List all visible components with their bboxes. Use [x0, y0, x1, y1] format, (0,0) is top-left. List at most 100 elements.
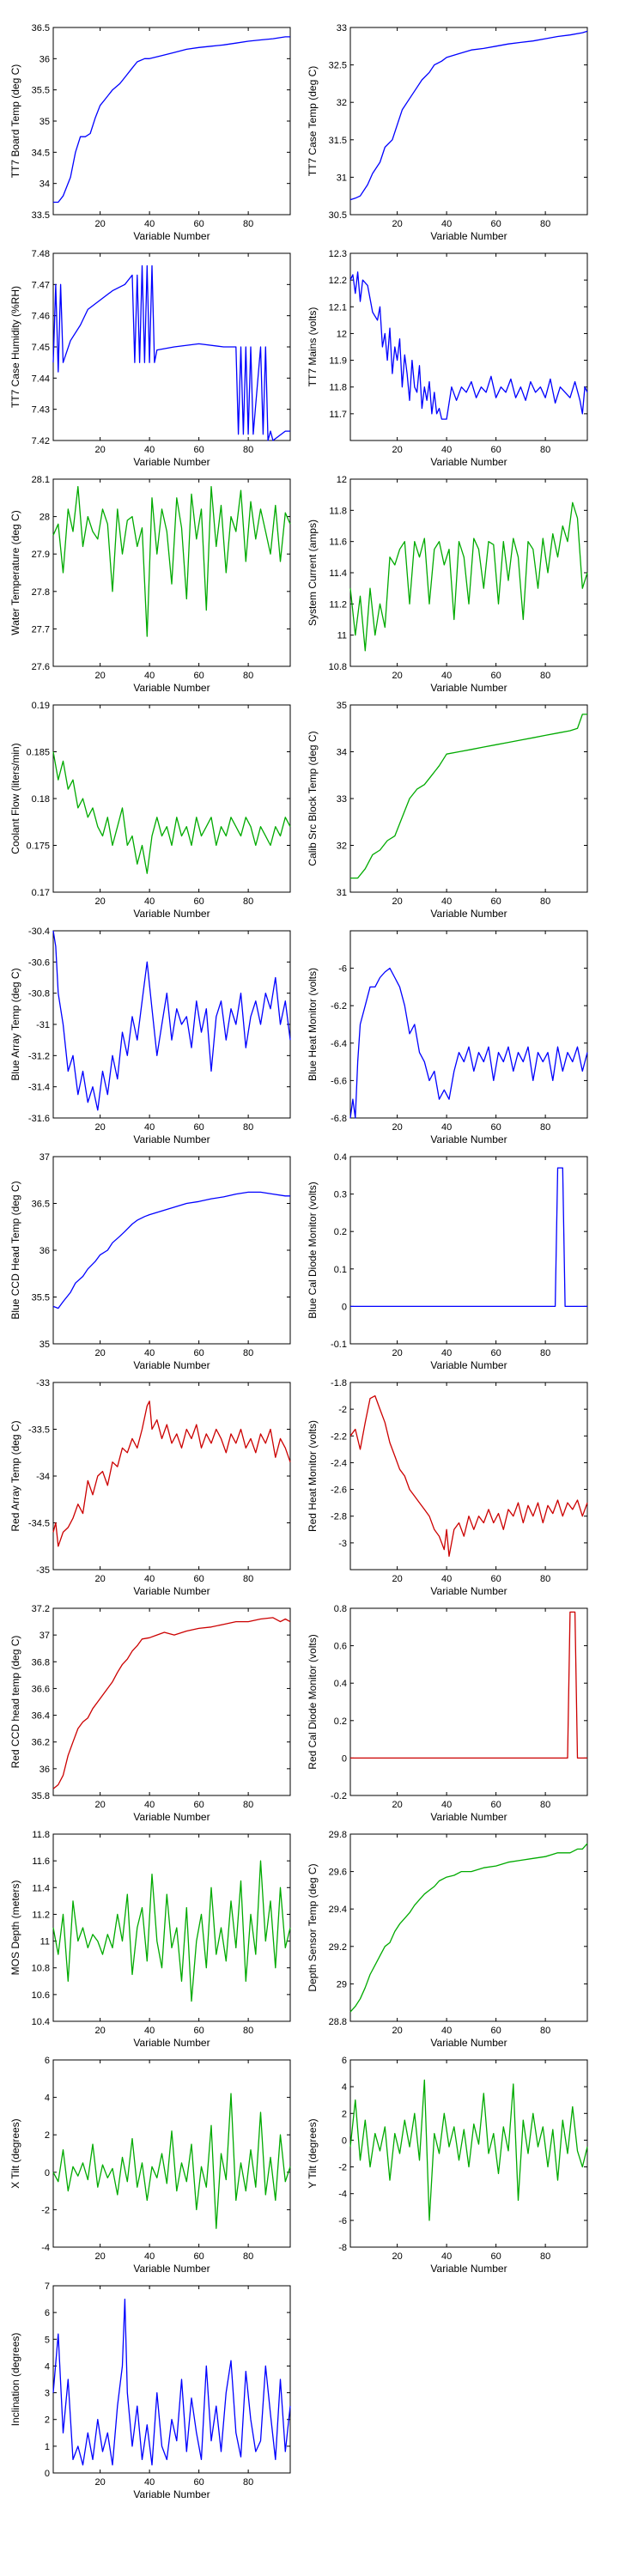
x-tick-label: 80 — [243, 1122, 253, 1133]
y-axis-label: Y Tilt (degrees) — [307, 2118, 319, 2188]
y-tick-label: 0 — [45, 2168, 50, 2178]
y-tick-label: 11.7 — [329, 410, 347, 420]
subplot-5: 27.6 27.7 27.8 27.9 28 28.1 20 40 60 80 Variable N… — [9, 475, 291, 694]
y-tick-label: -2.2 — [331, 1431, 347, 1442]
x-tick-label: 80 — [243, 2026, 253, 2036]
x-tick-label: 80 — [540, 671, 550, 681]
y-tick-label: 11.2 — [32, 1910, 50, 1920]
plot-frame — [52, 2059, 291, 2248]
x-tick-label: 20 — [95, 2477, 106, 2488]
y-axis-label: Blue Cal Diode Monitor (volts) — [307, 1182, 319, 1318]
y-tick-label: 27.8 — [32, 587, 50, 598]
x-axis-label: Variable Number — [430, 908, 507, 920]
x-axis-label: Variable Number — [430, 1133, 507, 1145]
series-line — [52, 1860, 291, 2002]
x-tick-label: 20 — [95, 1800, 106, 1810]
x-tick-label: 60 — [194, 1574, 204, 1584]
y-tick-label: 11.9 — [329, 356, 347, 367]
y-tick-label: 32.5 — [329, 61, 347, 71]
y-tick-label: 6 — [342, 2056, 347, 2066]
y-tick-label: 28.1 — [32, 475, 50, 485]
y-tick-label: 0.2 — [334, 1716, 347, 1727]
x-axis-label: Variable Number — [430, 682, 507, 694]
x-tick-label: 40 — [144, 2026, 155, 2036]
x-tick-label: 20 — [392, 445, 403, 455]
subplot-20: -8 -6 -4 -2 0 2 4 6 20 40 60 80 Variable Number Y Til… — [307, 2056, 588, 2275]
plot-frame — [349, 27, 588, 216]
y-tick-label: -30.4 — [28, 927, 50, 937]
y-tick-label: 27.7 — [32, 624, 50, 635]
y-tick-label: -0.2 — [331, 1791, 347, 1801]
series-line — [349, 501, 588, 652]
y-tick-label: -31.4 — [28, 1083, 50, 1093]
y-tick-label: 6 — [45, 2056, 50, 2066]
plot-frame — [349, 252, 588, 441]
y-tick-label: 4 — [45, 2093, 50, 2104]
x-tick-label: 40 — [441, 1122, 452, 1133]
x-tick-label: 80 — [540, 1348, 550, 1358]
y-tick-label: 29.6 — [329, 1868, 347, 1878]
y-tick-label: -2 — [338, 1405, 347, 1415]
y-tick-label: 0.6 — [334, 1642, 347, 1652]
y-tick-label: -2.6 — [331, 1485, 347, 1496]
plot-frame — [349, 930, 588, 1119]
y-axis-label: Coolant Flow (liters/min) — [9, 743, 21, 854]
x-tick-label: 40 — [144, 896, 155, 907]
x-tick-label: 60 — [194, 1122, 204, 1133]
y-tick-label: -30.6 — [28, 957, 50, 968]
x-tick-label: 40 — [441, 219, 452, 229]
x-tick-label: 40 — [441, 896, 452, 907]
y-tick-label: 1 — [45, 2442, 50, 2452]
y-tick-label: 35.5 — [32, 1293, 50, 1303]
y-tick-label: 0.185 — [26, 748, 50, 758]
y-tick-label: -6.8 — [331, 1114, 347, 1124]
x-tick-label: 40 — [441, 671, 452, 681]
y-tick-label: 31 — [337, 173, 347, 183]
x-axis-label: Variable Number — [430, 2263, 507, 2275]
series-line — [52, 264, 290, 441]
x-axis-label: Variable Number — [430, 456, 507, 468]
y-tick-label: 12 — [337, 329, 347, 339]
y-tick-label: 29 — [337, 1979, 347, 1990]
subplot-12: -0.1 0 0.1 0.2 0.3 0.4 20 40 60 80 Variable Number… — [307, 1152, 588, 1371]
x-axis-label: Variable Number — [133, 1585, 210, 1597]
x-tick-label: 20 — [392, 671, 403, 681]
x-tick-label: 40 — [144, 1800, 155, 1810]
x-tick-label: 60 — [194, 1348, 204, 1358]
y-tick-label: -3 — [338, 1539, 347, 1549]
subplot-19: -4 -2 0 2 4 6 20 40 60 80 Variable Number X Tilt (d… — [9, 2056, 291, 2275]
x-tick-label: 80 — [243, 896, 253, 907]
plot-frame — [52, 1156, 291, 1345]
y-axis-label: Red Heat Monitor (volts) — [307, 1420, 319, 1532]
y-tick-label: 7.46 — [32, 312, 50, 322]
subplot-13: -35 -34.5 -34 -33.5 -33 20 40 60 80 Variable Numb… — [9, 1378, 291, 1597]
subplot-2: 30.5 31 31.5 32 32.5 33 20 40 60 80 Variable Numbe… — [307, 23, 588, 242]
y-tick-label: -4 — [41, 2243, 50, 2253]
y-axis-label: Red Cal Diode Monitor (volts) — [307, 1634, 319, 1769]
y-tick-label: 11.8 — [329, 383, 347, 393]
y-tick-label: 6 — [45, 2308, 50, 2318]
y-tick-label: 10.8 — [329, 662, 347, 672]
y-axis-label: X Tilt (degrees) — [9, 2118, 21, 2188]
x-tick-label: 20 — [95, 219, 106, 229]
x-tick-label: 60 — [491, 1122, 501, 1133]
y-tick-label: 27.9 — [32, 550, 50, 560]
x-tick-label: 80 — [243, 671, 253, 681]
y-tick-label: 11 — [337, 631, 347, 641]
x-axis-label: Variable Number — [133, 1133, 210, 1145]
y-tick-label: 2 — [45, 2130, 50, 2141]
y-axis-label: Red CCD head temp (deg C) — [9, 1636, 21, 1769]
y-tick-label: 4 — [342, 2082, 347, 2093]
x-tick-label: 40 — [144, 1348, 155, 1358]
x-axis-label: Variable Number — [133, 2263, 210, 2275]
y-tick-label: -2 — [338, 2163, 347, 2173]
y-tick-label: -0.1 — [331, 1340, 347, 1350]
series-line — [52, 2298, 291, 2466]
series-line — [52, 1191, 290, 1309]
subplot-18: 28.8 29 29.2 29.4 29.6 29.8 20 40 60 80 Variable N… — [307, 1830, 588, 2049]
x-tick-label: 80 — [243, 2477, 253, 2488]
plot-frame — [52, 478, 291, 667]
y-tick-label: 34.5 — [32, 148, 50, 158]
plot-frame — [349, 2059, 588, 2248]
y-tick-label: 0.3 — [334, 1190, 347, 1200]
